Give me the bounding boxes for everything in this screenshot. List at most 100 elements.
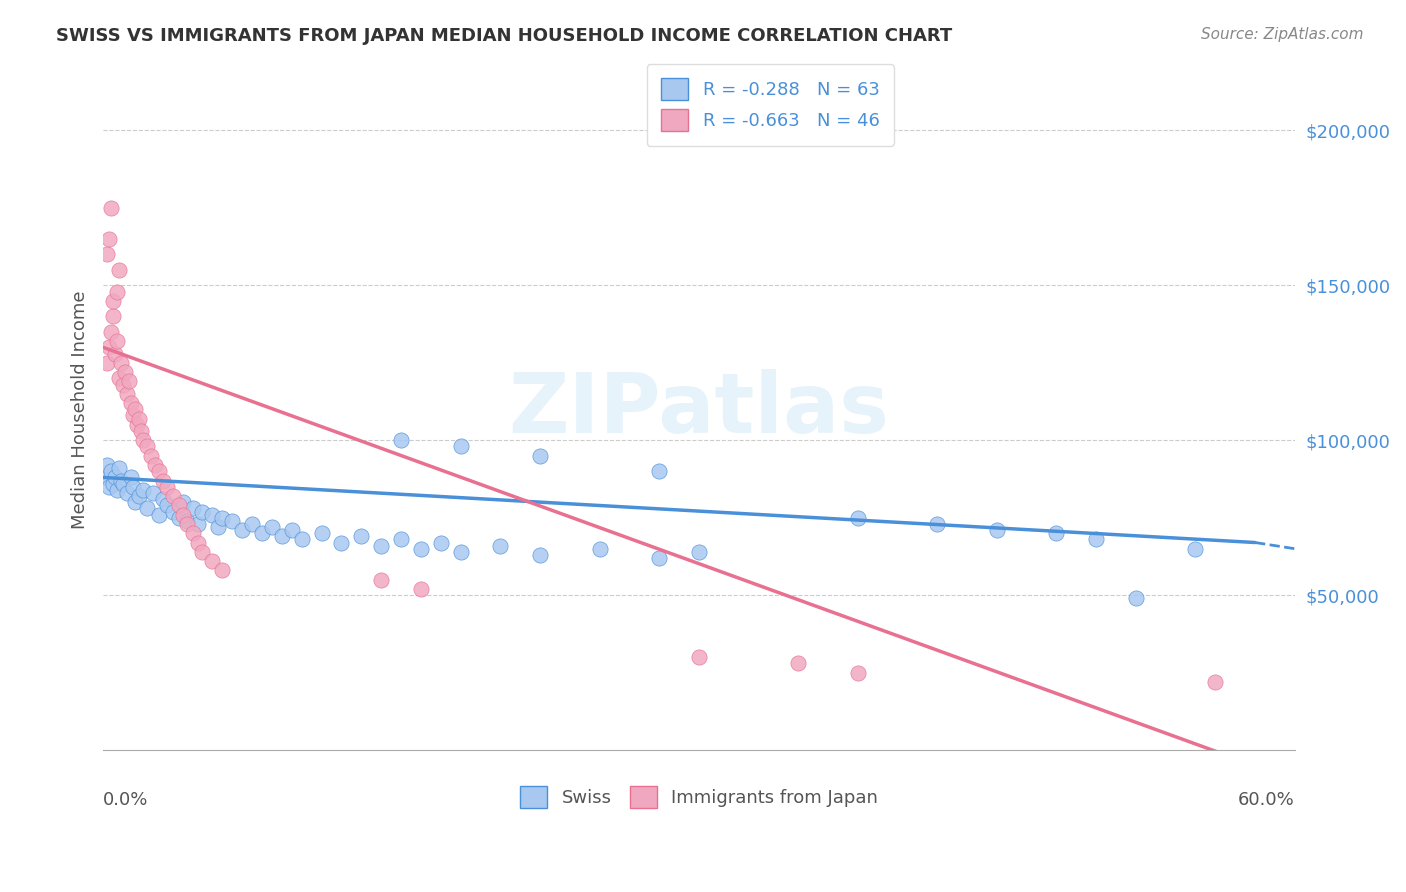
Point [101,293,124,308]
Point [111,377,134,392]
Point [291,533,314,547]
Point [172,508,194,522]
Y-axis label: Median Household Income: Median Household Income [72,290,89,529]
Point [108,263,131,277]
Point [96,247,118,261]
Point [129,424,152,438]
Point [409,582,432,596]
Point [450,440,472,454]
Point [143,458,166,472]
Point [124,402,146,417]
Point [1204,674,1226,689]
Point [330,535,353,549]
Point [124,495,146,509]
Point [221,514,243,528]
Point [311,526,333,541]
Point [201,554,224,568]
Point [118,375,141,389]
Point [148,464,170,478]
Point [122,480,145,494]
Point [281,523,304,537]
Point [120,470,142,484]
Point [128,489,150,503]
Point [370,573,392,587]
Point [162,489,184,503]
Point [207,520,229,534]
Point [111,476,134,491]
Point [142,486,165,500]
Point [100,201,122,215]
Text: SWISS VS IMMIGRANTS FROM JAPAN MEDIAN HOUSEHOLD INCOME CORRELATION CHART: SWISS VS IMMIGRANTS FROM JAPAN MEDIAN HO… [56,27,952,45]
Point [787,657,810,671]
Point [409,541,432,556]
Point [125,417,148,432]
Legend: Swiss, Immigrants from Japan: Swiss, Immigrants from Japan [506,772,893,822]
Point [105,334,128,348]
Point [135,440,157,454]
Point [688,650,710,665]
Point [108,461,131,475]
Point [98,340,121,354]
Point [176,514,198,528]
Point [191,504,214,518]
Point [152,492,174,507]
Point [688,545,710,559]
Point [156,499,179,513]
Point [105,285,128,299]
Point [450,545,472,559]
Point [211,563,233,577]
Point [240,516,263,531]
Text: 0.0%: 0.0% [103,791,149,809]
Point [176,516,198,531]
Point [260,520,283,534]
Point [104,346,127,360]
Point [231,523,253,537]
Point [120,396,142,410]
Point [96,458,118,472]
Point [1085,533,1108,547]
Point [986,523,1008,537]
Point [152,474,174,488]
Point [156,480,179,494]
Point [132,483,155,497]
Point [350,529,373,543]
Point [167,499,190,513]
Point [370,539,392,553]
Point [1045,526,1067,541]
Point [110,356,132,370]
Point [648,551,671,566]
Point [529,548,551,562]
Point [101,310,124,324]
Point [132,434,155,448]
Point [98,480,121,494]
Point [115,386,138,401]
Point [94,470,117,484]
Point [128,411,150,425]
Point [429,535,451,549]
Point [588,541,610,556]
Point [105,483,128,497]
Point [489,539,512,553]
Point [389,533,412,547]
Point [927,516,949,531]
Point [389,434,412,448]
Point [187,516,209,531]
Point [110,474,132,488]
Point [108,371,131,385]
Text: ZIPatlas: ZIPatlas [509,368,890,450]
Point [846,665,869,680]
Point [101,476,124,491]
Point [122,409,145,423]
Point [187,535,209,549]
Point [115,486,138,500]
Point [270,529,292,543]
Point [98,232,121,246]
Point [135,501,157,516]
Point [172,495,194,509]
Point [648,464,671,478]
Point [181,526,204,541]
Text: Source: ZipAtlas.com: Source: ZipAtlas.com [1201,27,1364,42]
Point [211,510,233,524]
Point [162,504,184,518]
Point [148,508,170,522]
